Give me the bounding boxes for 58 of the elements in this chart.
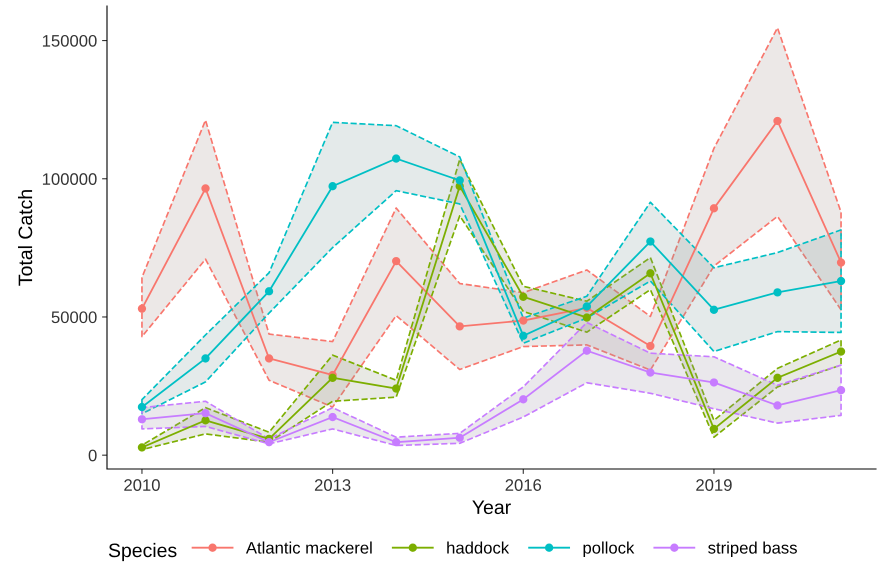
point (519, 395, 528, 404)
point (328, 182, 337, 190)
point (138, 402, 146, 412)
legend-label: pollock (584, 541, 634, 557)
point (392, 256, 400, 266)
point (582, 346, 591, 355)
point (710, 306, 718, 314)
x-tick-label: 2016 (506, 479, 542, 491)
point (201, 408, 210, 418)
point (773, 288, 782, 297)
point (836, 276, 846, 286)
point (264, 354, 274, 363)
point (646, 342, 655, 350)
point (836, 386, 846, 394)
point (201, 416, 210, 425)
point (836, 258, 846, 267)
point (456, 176, 464, 185)
point (264, 438, 274, 446)
point (201, 354, 210, 363)
y-tick-label: 0 (88, 450, 97, 462)
point (519, 316, 528, 325)
point (392, 154, 400, 163)
y-tick-label: 50000 (52, 311, 97, 324)
point (392, 438, 400, 446)
y-axis-title: Total Catch (18, 190, 32, 286)
y-tick-label: 100000 (42, 173, 97, 185)
point (773, 401, 782, 410)
point (710, 378, 718, 387)
x-tick-label: 2019 (696, 479, 732, 491)
y-tick-label: 150000 (42, 34, 97, 47)
point (138, 443, 146, 452)
legend-label: haddock (447, 541, 510, 554)
point (773, 374, 782, 382)
point (264, 287, 274, 296)
point (710, 204, 718, 213)
point (519, 292, 528, 301)
point (328, 374, 337, 382)
point (646, 269, 655, 278)
point (582, 313, 591, 322)
point (392, 384, 400, 393)
point (201, 184, 210, 193)
point (456, 434, 464, 442)
x-tick-label: 2013 (314, 479, 350, 491)
point (456, 322, 464, 331)
point (519, 332, 528, 340)
point (138, 415, 146, 424)
point (773, 116, 782, 126)
point (710, 424, 718, 434)
point (646, 368, 655, 377)
x-tick-label: 2010 (124, 479, 160, 491)
legend-label: Atlantic mackerel (246, 541, 372, 554)
x-axis-title: Year (472, 500, 511, 514)
legend-title: Species (108, 542, 176, 562)
point (836, 347, 846, 356)
point (138, 304, 146, 313)
point (646, 237, 655, 246)
legend-label: striped bass (708, 541, 797, 557)
point (328, 412, 337, 422)
